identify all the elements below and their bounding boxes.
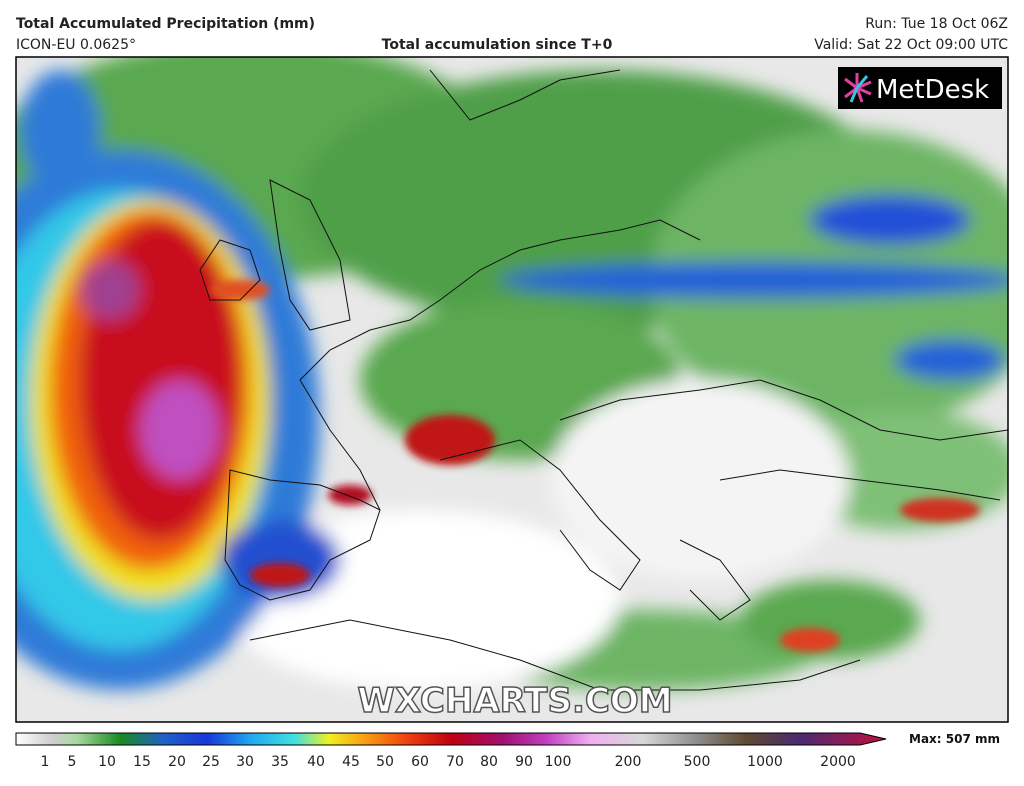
subtitle: Total accumulation since T+0 — [382, 37, 613, 53]
legend-tick-label: 200 — [615, 754, 642, 770]
legend-tick-label: 500 — [684, 754, 711, 770]
legend-tick-label: 5 — [68, 754, 77, 770]
logo-text: MetDesk — [876, 75, 989, 105]
legend-tick-label: 50 — [376, 754, 394, 770]
legend-tick-label: 20 — [168, 754, 186, 770]
legend-tick-label: 70 — [446, 754, 464, 770]
watermark: WXCHARTS.COM — [357, 681, 672, 721]
legend-tick-label: 60 — [411, 754, 429, 770]
legend-max: Max: 507 mm — [909, 732, 1000, 746]
legend-tick-label: 1 — [41, 754, 50, 770]
map: MetDesk WXCHARTS.COM — [16, 57, 1008, 722]
legend-ticks: 1 5 10 15 20 25 30 35 40 45 50 60 70 80 90 100 200 500 100… — [41, 754, 856, 770]
legend-tick-label: 35 — [271, 754, 289, 770]
legend-tick-label: 90 — [515, 754, 533, 770]
legend-tick-label: 15 — [133, 754, 151, 770]
title: Total Accumulated Precipitation (mm) — [16, 16, 315, 32]
valid: Valid: Sat 22 Oct 09:00 UTC — [814, 37, 1008, 53]
legend-tick-label: 80 — [480, 754, 498, 770]
legend-tick-label: 10 — [98, 754, 116, 770]
legend-tick-label: 2000 — [820, 754, 856, 770]
legend-tick-label: 1000 — [747, 754, 783, 770]
legend-tick-label: 100 — [545, 754, 572, 770]
colorbar — [15, 732, 887, 746]
model: ICON-EU 0.0625° — [16, 37, 136, 53]
legend-tick-label: 40 — [307, 754, 325, 770]
legend-tick-label: 25 — [202, 754, 220, 770]
logo-box — [838, 67, 1002, 109]
logo-icon — [844, 73, 872, 103]
run: Run: Tue 18 Oct 06Z — [865, 16, 1008, 32]
legend-tick-label: 30 — [236, 754, 254, 770]
legend-tick-label: 45 — [342, 754, 360, 770]
map-frame — [15, 56, 1009, 723]
